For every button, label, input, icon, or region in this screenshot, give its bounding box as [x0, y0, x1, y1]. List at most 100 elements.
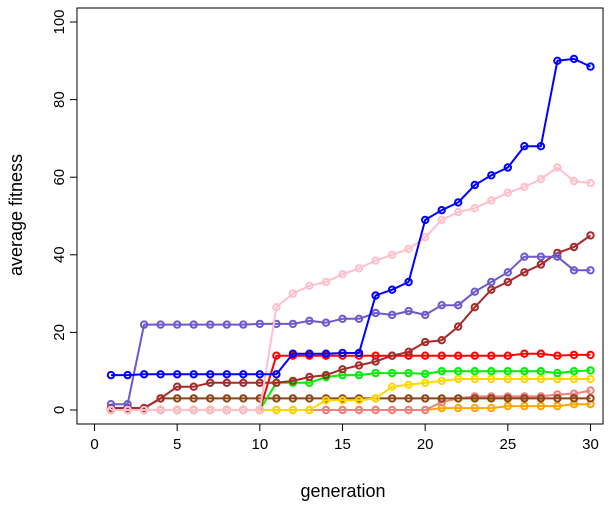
data-point [371, 291, 380, 300]
data-point [222, 394, 232, 403]
data-point [305, 405, 314, 415]
data-point [239, 370, 248, 379]
data-point [503, 374, 512, 384]
series [106, 252, 595, 409]
data-point [503, 268, 512, 277]
series [106, 349, 595, 415]
data-point [421, 405, 430, 415]
data-point [437, 336, 446, 345]
series [106, 54, 595, 380]
data-point [338, 405, 347, 415]
data-point [569, 389, 579, 398]
data-point [222, 405, 232, 415]
data-point [536, 374, 546, 384]
y-axis: 0 20 40 60 80 100 [51, 9, 78, 414]
data-point [239, 378, 248, 387]
data-point [354, 370, 364, 380]
data-point [520, 401, 529, 411]
data-point [536, 260, 546, 269]
data-point [106, 405, 116, 415]
data-point [487, 285, 496, 294]
data-point [421, 351, 430, 360]
data-point [305, 349, 314, 358]
data-point [520, 252, 529, 261]
x-axis: 0 5 10 15 20 25 30 [90, 423, 599, 453]
data-point [222, 378, 232, 387]
data-point [470, 367, 479, 376]
data-point [272, 394, 281, 403]
data-point [338, 314, 347, 323]
data-point [338, 396, 347, 405]
data-point [553, 368, 562, 378]
data-point [454, 351, 463, 360]
x-tick-label: 15 [334, 436, 351, 453]
data-point [354, 361, 364, 370]
data-point [354, 264, 364, 273]
data-point [536, 394, 546, 403]
data-point [206, 378, 215, 387]
data-point [272, 370, 281, 379]
data-point [321, 349, 331, 358]
data-point [338, 270, 347, 279]
data-point [305, 281, 314, 290]
data-point [586, 62, 595, 71]
data-point [123, 405, 132, 415]
data-point [503, 188, 512, 197]
data-point [321, 277, 331, 287]
data-point [321, 370, 331, 380]
data-point [123, 370, 132, 380]
data-point [454, 301, 463, 310]
data-point [437, 206, 446, 215]
data-point [139, 320, 149, 329]
data-point [321, 318, 331, 327]
data-point [404, 394, 413, 403]
data-point [470, 303, 479, 312]
data-point [222, 320, 232, 329]
data-point [536, 142, 546, 151]
data-point [305, 316, 314, 325]
data-point [239, 394, 248, 403]
data-point [404, 244, 413, 254]
data-point [437, 351, 446, 360]
data-point [173, 382, 182, 391]
data-point [371, 357, 380, 366]
x-tick-label: 10 [251, 436, 268, 453]
data-point [156, 394, 165, 403]
data-point [470, 403, 479, 413]
data-point [454, 374, 463, 384]
data-point [387, 394, 397, 403]
data-point [371, 308, 380, 318]
x-tick-label: 5 [173, 436, 181, 453]
data-point [354, 314, 364, 323]
y-tick-label: 40 [51, 246, 68, 263]
y-tick-label: 0 [51, 406, 68, 414]
data-point [569, 374, 579, 384]
data-point [536, 174, 546, 184]
data-point [239, 405, 248, 415]
data-point [553, 252, 562, 261]
data-point [255, 378, 264, 387]
data-point [321, 405, 331, 415]
data-point [487, 196, 496, 205]
data-point [404, 380, 413, 389]
data-point [206, 320, 215, 329]
data-point [487, 403, 496, 413]
data-point [173, 394, 182, 403]
data-point [520, 142, 529, 151]
data-point [206, 394, 215, 403]
data-point [189, 320, 198, 329]
data-point [371, 256, 380, 265]
data-point [288, 376, 298, 386]
data-point [421, 310, 430, 320]
data-point [470, 180, 479, 190]
x-axis-title: generation [300, 481, 385, 501]
data-point [569, 367, 579, 376]
data-point [470, 204, 479, 213]
data-point [487, 351, 496, 360]
data-point [404, 405, 413, 415]
data-point [487, 277, 496, 287]
data-point [387, 250, 397, 260]
series [106, 163, 595, 415]
data-point [454, 394, 463, 403]
data-point [586, 231, 595, 240]
